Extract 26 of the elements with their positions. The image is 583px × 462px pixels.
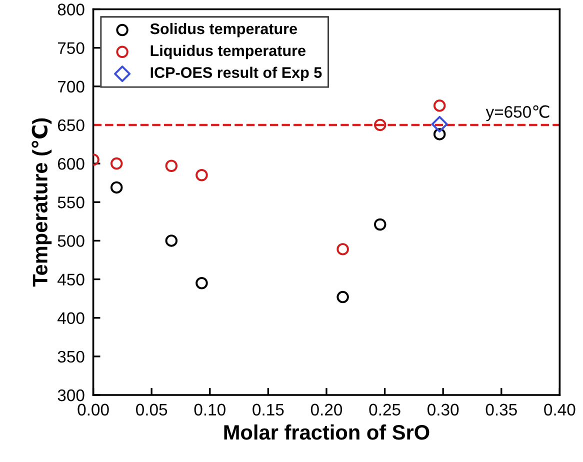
y-tick-label: 400: [58, 312, 84, 324]
x-tick-label: 0.40: [544, 404, 576, 416]
legend-label: ICP-OES result of Exp 5: [150, 66, 322, 81]
ref-line-label: y=650℃: [486, 105, 550, 122]
y-tick-label: 650: [58, 119, 84, 132]
x-tick-label: 0.05: [136, 404, 168, 416]
y-tick-label: 350: [58, 350, 84, 363]
y-tick-label: 750: [58, 42, 84, 54]
y-tick-label: 800: [58, 4, 84, 16]
y-tick-label: 500: [58, 235, 84, 247]
x-tick-label: 0.25: [369, 404, 400, 416]
y-axis-title: Temperature (℃): [32, 118, 52, 287]
x-tick-label: 0.10: [194, 404, 226, 416]
y-tick-label: 700: [58, 80, 84, 93]
x-tick-label: 0.20: [310, 404, 342, 416]
x-axis-title: Molar fraction of SrO: [224, 424, 430, 440]
y-tick-label: 450: [58, 274, 84, 286]
legend-label: Liquidus temperature: [150, 44, 306, 60]
x-tick-label: 0.35: [486, 404, 517, 416]
x-tick-label: 0.30: [428, 404, 459, 416]
x-tick-label: 0.15: [252, 404, 284, 416]
y-tick-label: 600: [58, 158, 84, 170]
y-tick-label: 300: [58, 389, 84, 402]
y-tick-label: 550: [58, 196, 84, 208]
legend-label: Solidus temperature: [150, 22, 298, 38]
x-tick-label: 0.00: [78, 404, 109, 416]
